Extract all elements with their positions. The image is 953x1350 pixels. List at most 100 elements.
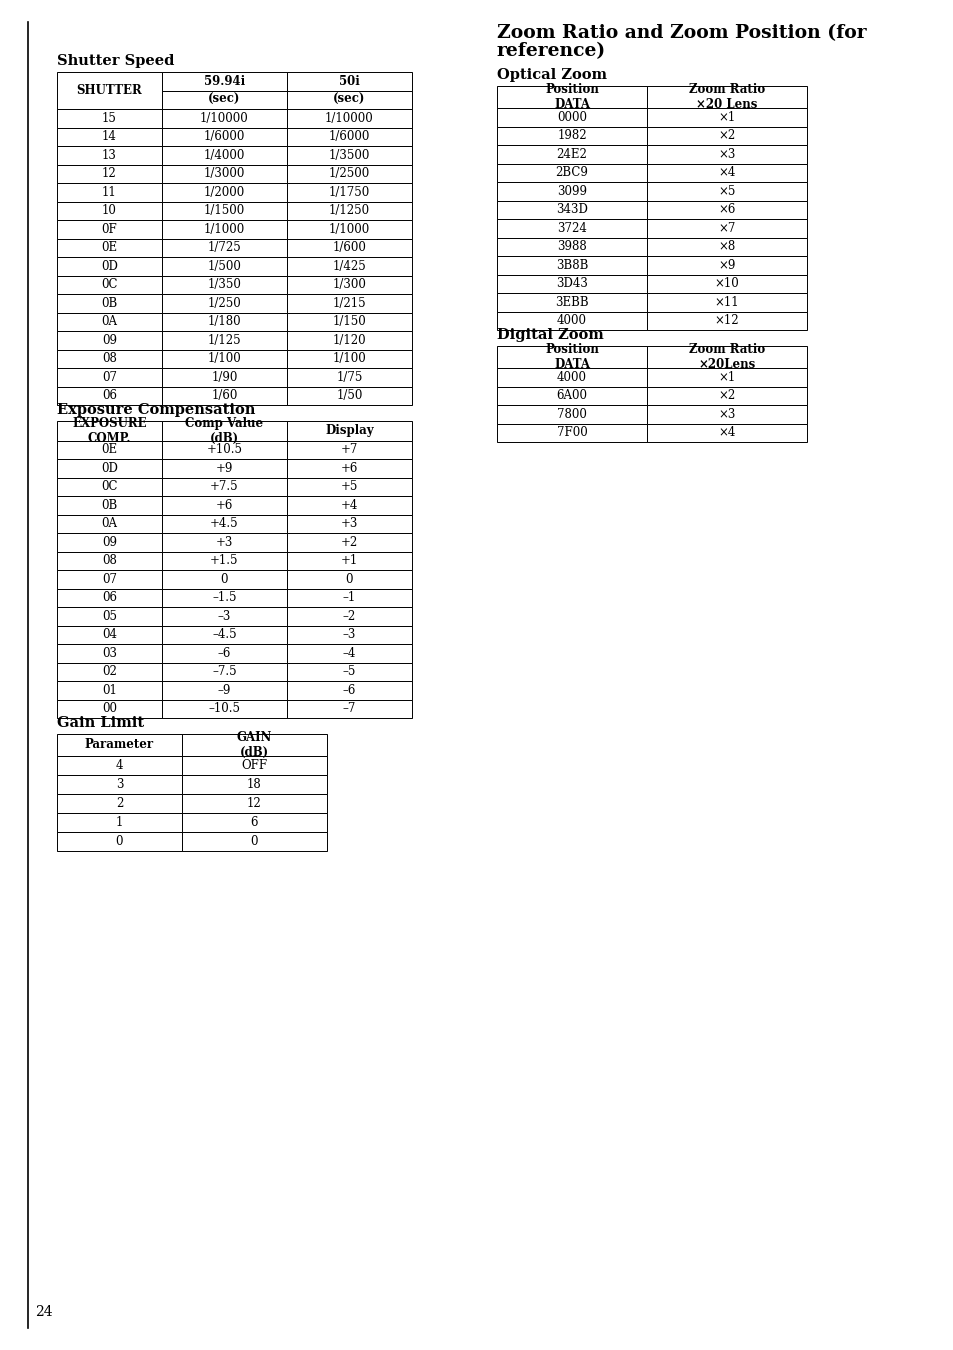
Text: +4.5: +4.5 bbox=[210, 517, 238, 531]
Bar bbox=[182, 832, 327, 850]
Text: 1/60: 1/60 bbox=[212, 389, 237, 402]
Text: 1/100: 1/100 bbox=[333, 352, 366, 366]
Bar bbox=[162, 421, 287, 440]
Bar bbox=[57, 201, 162, 220]
Bar bbox=[57, 294, 162, 312]
Bar bbox=[497, 312, 646, 329]
Bar bbox=[646, 312, 806, 329]
Bar bbox=[57, 146, 162, 165]
Bar bbox=[497, 127, 646, 144]
Bar bbox=[162, 386, 287, 405]
Text: 09: 09 bbox=[102, 536, 117, 548]
Text: 0B: 0B bbox=[101, 297, 117, 309]
Bar bbox=[646, 405, 806, 424]
Bar bbox=[162, 589, 287, 608]
Text: 1/250: 1/250 bbox=[208, 297, 241, 309]
Text: +10.5: +10.5 bbox=[206, 443, 242, 456]
Bar bbox=[57, 275, 162, 294]
Text: 0: 0 bbox=[345, 572, 353, 586]
Text: 1/180: 1/180 bbox=[208, 316, 241, 328]
Text: 1982: 1982 bbox=[557, 130, 586, 142]
Text: 0C: 0C bbox=[101, 481, 117, 493]
Bar bbox=[162, 350, 287, 369]
Bar bbox=[287, 256, 412, 275]
Text: 1/6000: 1/6000 bbox=[204, 130, 245, 143]
Bar bbox=[646, 144, 806, 163]
Bar bbox=[162, 663, 287, 680]
Text: +2: +2 bbox=[340, 536, 357, 548]
Text: 2BC9: 2BC9 bbox=[555, 166, 588, 180]
Text: reference): reference) bbox=[497, 42, 605, 59]
Text: 1/6000: 1/6000 bbox=[329, 130, 370, 143]
Bar bbox=[287, 421, 412, 440]
Bar bbox=[162, 90, 287, 109]
Bar bbox=[57, 256, 162, 275]
Text: –9: –9 bbox=[217, 683, 231, 697]
Bar bbox=[162, 369, 287, 386]
Bar bbox=[287, 275, 412, 294]
Bar bbox=[57, 734, 182, 756]
Text: EXPOSURE
COMP.: EXPOSURE COMP. bbox=[72, 417, 147, 444]
Bar bbox=[162, 644, 287, 663]
Bar bbox=[57, 440, 162, 459]
Text: +4: +4 bbox=[340, 498, 357, 512]
Bar bbox=[57, 184, 162, 201]
Bar bbox=[162, 165, 287, 184]
Text: 1/215: 1/215 bbox=[333, 297, 366, 309]
Text: +6: +6 bbox=[340, 462, 357, 475]
Text: 09: 09 bbox=[102, 333, 117, 347]
Text: +9: +9 bbox=[215, 462, 233, 475]
Bar bbox=[57, 239, 162, 256]
Text: 03: 03 bbox=[102, 647, 117, 660]
Bar bbox=[162, 275, 287, 294]
Bar bbox=[287, 127, 412, 146]
Bar bbox=[162, 478, 287, 495]
Text: ×6: ×6 bbox=[718, 204, 735, 216]
Bar bbox=[162, 570, 287, 589]
Bar bbox=[497, 386, 646, 405]
Bar bbox=[497, 238, 646, 256]
Bar bbox=[57, 680, 162, 699]
Text: –4.5: –4.5 bbox=[212, 628, 236, 641]
Bar bbox=[57, 552, 162, 570]
Bar bbox=[287, 589, 412, 608]
Text: ×3: ×3 bbox=[718, 147, 735, 161]
Bar bbox=[57, 459, 162, 478]
Bar bbox=[57, 625, 162, 644]
Text: Zoom Ratio and Zoom Position (for: Zoom Ratio and Zoom Position (for bbox=[497, 24, 865, 42]
Text: 01: 01 bbox=[102, 683, 117, 697]
Bar bbox=[646, 182, 806, 201]
Bar bbox=[497, 163, 646, 182]
Text: Exposure Compensation: Exposure Compensation bbox=[57, 404, 255, 417]
Bar bbox=[57, 165, 162, 184]
Bar bbox=[57, 386, 162, 405]
Text: 7F00: 7F00 bbox=[556, 427, 587, 439]
Bar bbox=[57, 608, 162, 625]
Text: Digital Zoom: Digital Zoom bbox=[497, 328, 603, 342]
Bar bbox=[57, 756, 182, 775]
Bar bbox=[497, 424, 646, 441]
Text: 1/500: 1/500 bbox=[208, 259, 241, 273]
Bar bbox=[162, 239, 287, 256]
Text: 1/4000: 1/4000 bbox=[204, 148, 245, 162]
Text: 0A: 0A bbox=[101, 316, 117, 328]
Text: (sec): (sec) bbox=[208, 93, 240, 107]
Text: 3099: 3099 bbox=[557, 185, 586, 197]
Bar bbox=[57, 514, 162, 533]
Text: Position
DATA: Position DATA bbox=[544, 82, 598, 111]
Text: 343D: 343D bbox=[556, 204, 587, 216]
Text: +6: +6 bbox=[215, 498, 233, 512]
Bar bbox=[162, 680, 287, 699]
Text: 59.94i: 59.94i bbox=[204, 74, 245, 88]
Text: 0: 0 bbox=[251, 836, 258, 848]
Text: Zoom Ratio
×20 Lens: Zoom Ratio ×20 Lens bbox=[688, 82, 764, 111]
Bar bbox=[287, 570, 412, 589]
Text: –1.5: –1.5 bbox=[212, 591, 236, 605]
Bar bbox=[57, 220, 162, 239]
Text: 3D43: 3D43 bbox=[556, 277, 587, 290]
Bar bbox=[287, 514, 412, 533]
Text: –3: –3 bbox=[217, 610, 231, 622]
Bar bbox=[57, 127, 162, 146]
Bar bbox=[287, 680, 412, 699]
Bar bbox=[162, 256, 287, 275]
